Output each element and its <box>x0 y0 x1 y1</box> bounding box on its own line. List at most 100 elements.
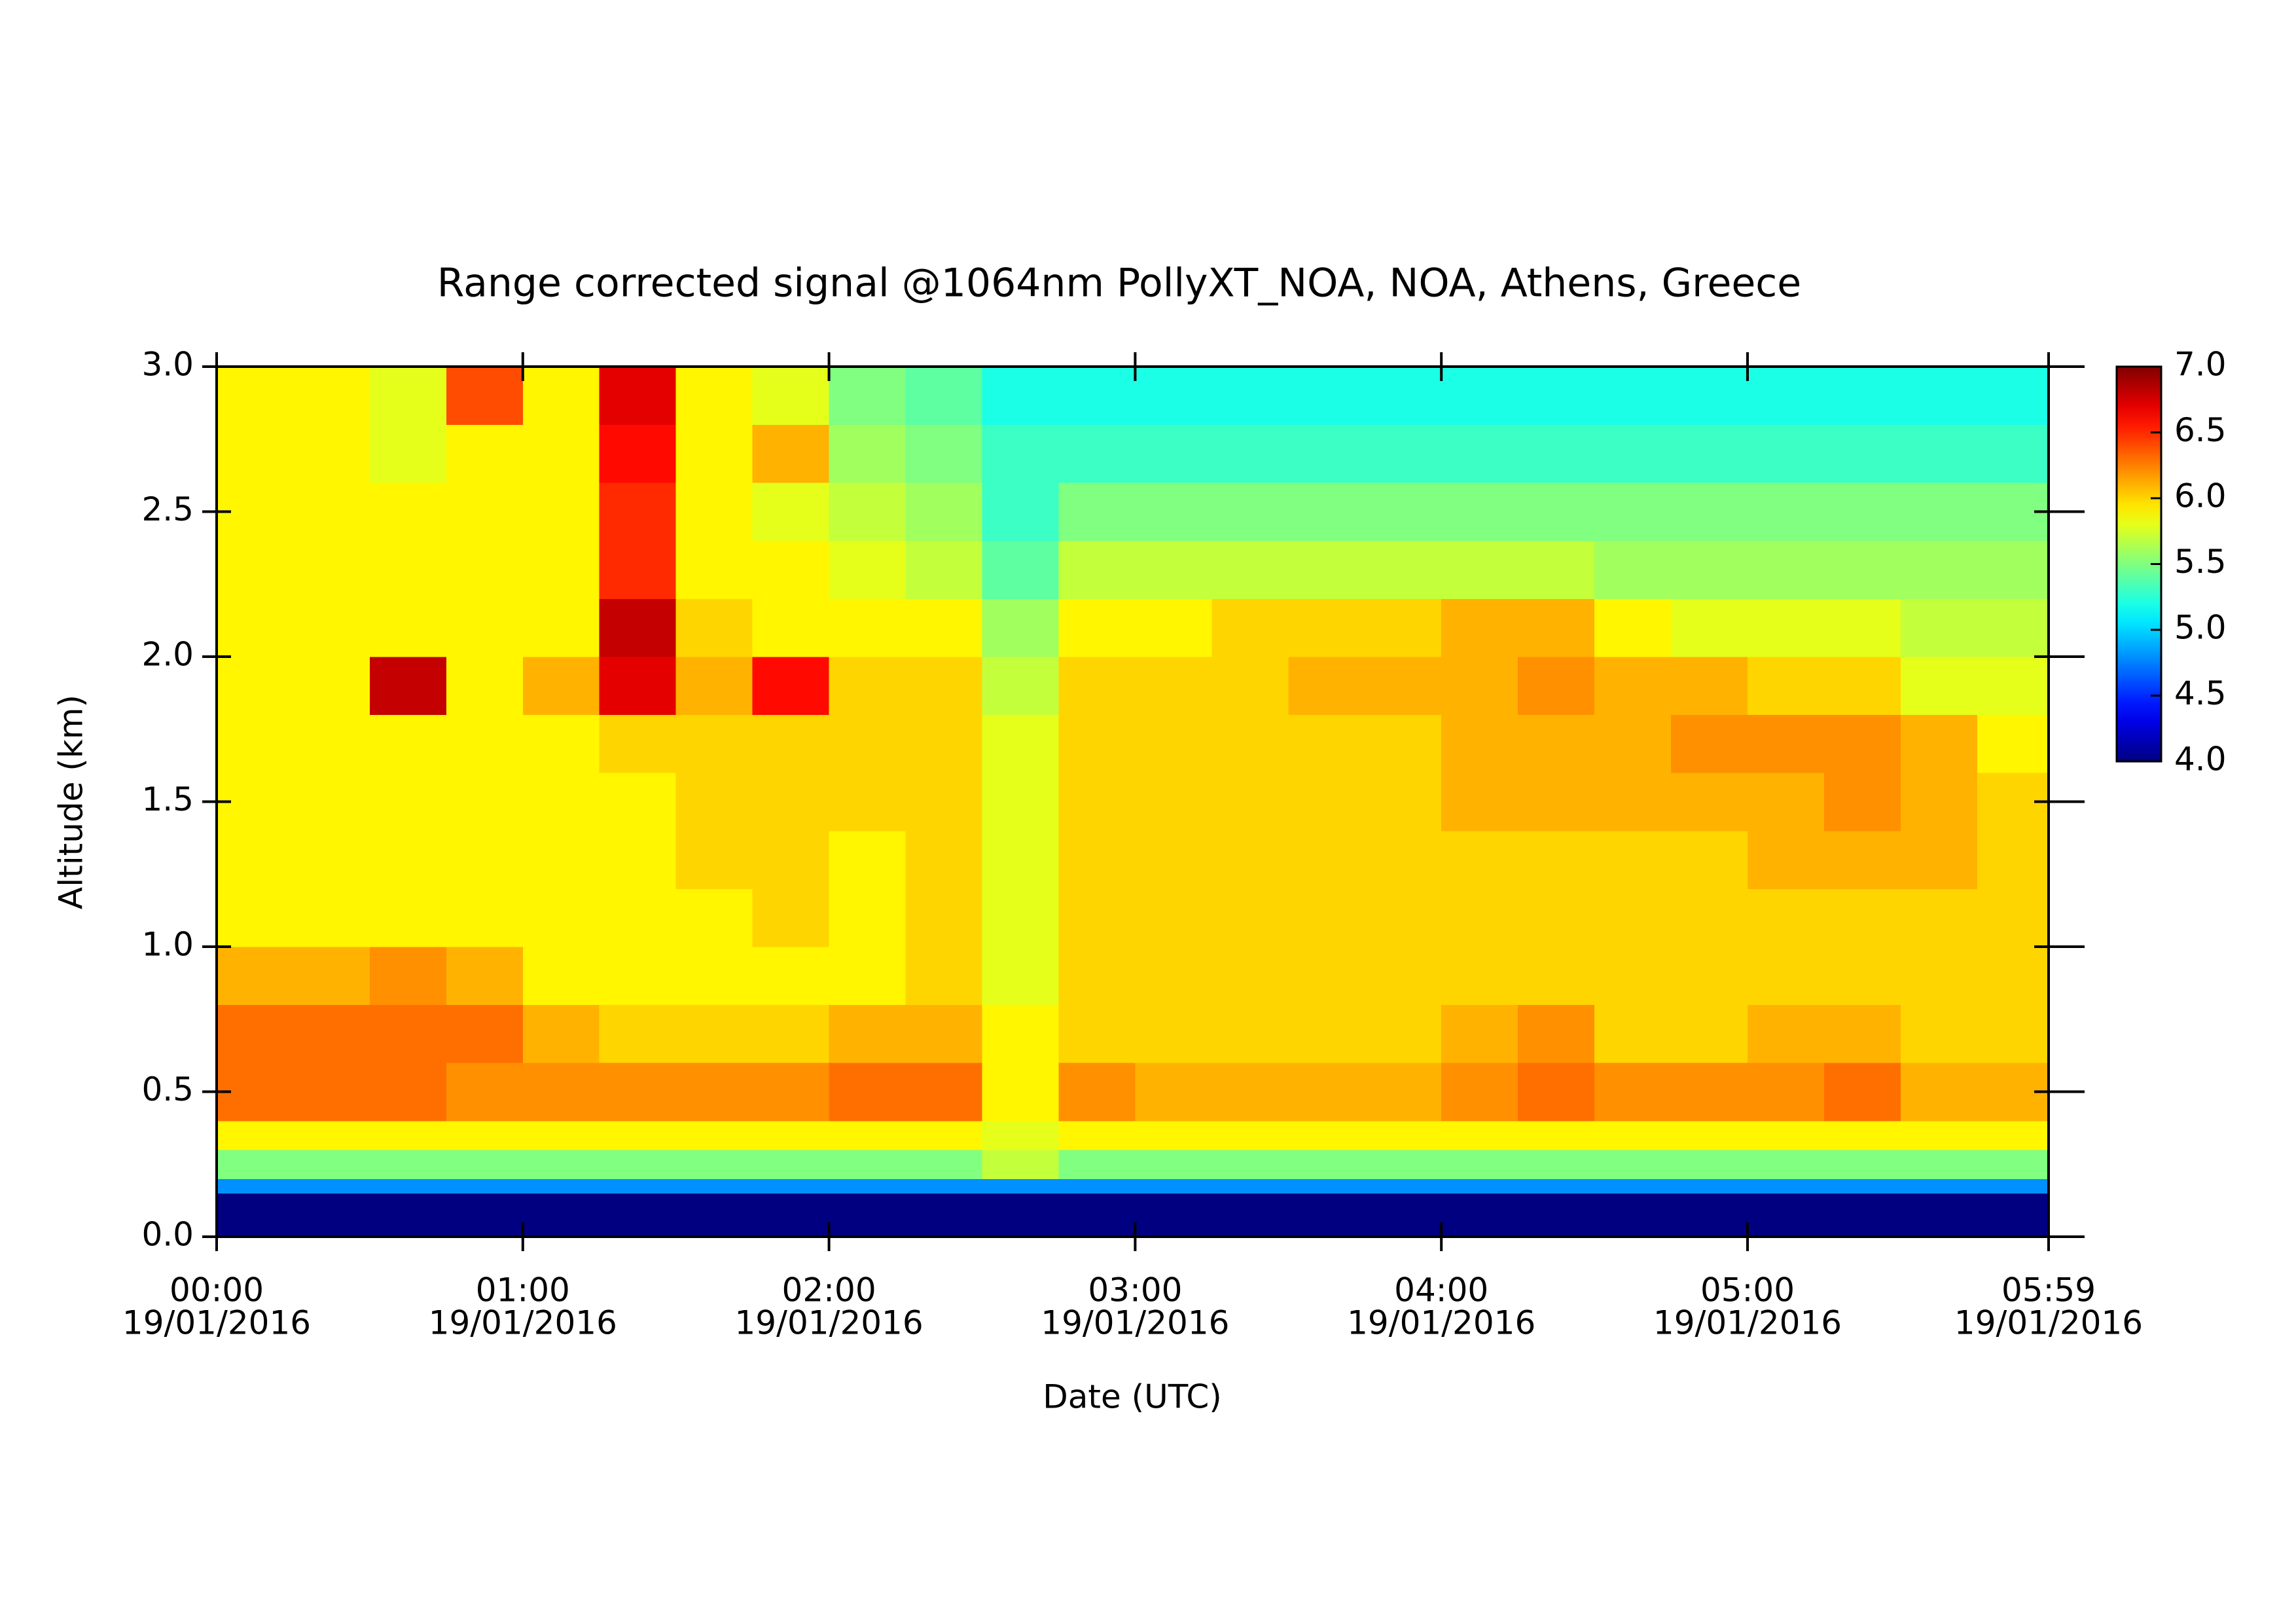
heat-cell <box>1441 1063 1518 1122</box>
heat-cell <box>982 1193 1059 1237</box>
heat-cell <box>1058 888 1136 947</box>
y-axis-title: Altitude (km) <box>52 695 90 909</box>
heat-cell <box>752 540 830 599</box>
heat-cell <box>982 1004 1059 1063</box>
heat-cell <box>905 1150 982 1179</box>
heat-cell <box>599 598 677 657</box>
heat-cell <box>1365 367 1442 426</box>
heat-cell <box>752 947 830 1006</box>
heat-cell <box>522 657 600 716</box>
heat-cell <box>1671 540 1748 599</box>
heat-cell <box>446 657 524 716</box>
heat-cell <box>829 540 906 599</box>
heat-cell <box>446 424 524 483</box>
heat-cell <box>1135 773 1212 831</box>
heat-cell <box>1365 888 1442 947</box>
heat-cell <box>829 1063 906 1122</box>
heat-cell <box>293 657 370 716</box>
heat-cell <box>1211 540 1289 599</box>
heat-cell <box>369 540 447 599</box>
heat-cell <box>829 830 906 889</box>
heat-cell <box>829 773 906 831</box>
heat-cell <box>1441 598 1518 657</box>
heat-cell <box>369 1193 447 1237</box>
x-tick-label: 03:00 <box>1088 1271 1182 1309</box>
y-tick-label: 1.5 <box>141 780 194 818</box>
heat-cell <box>1135 1120 1212 1150</box>
heat-cell <box>675 714 753 773</box>
heat-cell <box>1823 540 1901 599</box>
heat-cell <box>1058 1120 1136 1150</box>
heat-cell <box>752 483 830 541</box>
heat-cell <box>829 1120 906 1150</box>
heat-cell <box>1671 1004 1748 1063</box>
heat-cell <box>1288 1063 1365 1122</box>
heat-cell <box>1900 1193 1978 1237</box>
heat-cell <box>1211 773 1289 831</box>
heat-cell <box>446 1120 524 1150</box>
heat-cell <box>1671 1178 1748 1194</box>
heat-cell <box>1671 1063 1748 1122</box>
heat-cell <box>1288 540 1365 599</box>
heat-cell <box>905 540 982 599</box>
heat-cell <box>446 483 524 541</box>
heat-cell <box>522 1193 600 1237</box>
heat-cell <box>599 657 677 716</box>
heat-cell <box>1594 367 1672 426</box>
heat-cell <box>1288 1150 1365 1179</box>
heat-cell <box>1977 1193 2049 1237</box>
colorbar-tick-label: 4.5 <box>2174 674 2227 712</box>
heat-cell <box>905 657 982 716</box>
heat-cell <box>675 424 753 483</box>
heat-cell <box>369 1178 447 1194</box>
heat-cell <box>1977 598 2049 657</box>
heat-cell <box>982 714 1059 773</box>
heat-cell <box>1900 947 1978 1006</box>
heat-cell <box>1211 657 1289 716</box>
heat-cell <box>1823 483 1901 541</box>
heat-cell <box>1977 1004 2049 1063</box>
chart-title: Range corrected signal @1064nm PollyXT_N… <box>437 261 1801 306</box>
heat-cell <box>1365 947 1442 1006</box>
heat-cell <box>217 424 294 483</box>
heat-cell <box>1900 714 1978 773</box>
heat-cell <box>599 1004 677 1063</box>
heat-cell <box>1288 1193 1365 1237</box>
heat-cell <box>1288 657 1365 716</box>
heat-cell <box>369 714 447 773</box>
heat-cell <box>982 1150 1059 1179</box>
heat-cell <box>1135 367 1212 426</box>
heat-cell <box>369 1150 447 1179</box>
heat-cell <box>1288 1120 1365 1150</box>
heat-cell <box>1977 947 2049 1006</box>
heat-cell <box>752 657 830 716</box>
heat-cell <box>752 598 830 657</box>
heat-cell <box>369 657 447 716</box>
heat-cell <box>369 947 447 1006</box>
heat-cell <box>446 1178 524 1194</box>
heat-cell <box>522 1178 600 1194</box>
heat-cell <box>217 830 294 889</box>
heat-cell <box>1900 830 1978 889</box>
heat-cell <box>1594 1150 1672 1179</box>
heat-cell <box>599 773 677 831</box>
heat-cell <box>675 483 753 541</box>
heat-cell <box>1518 947 1595 1006</box>
heat-cell <box>293 1004 370 1063</box>
colorbar-tick-label: 5.0 <box>2174 609 2227 647</box>
heat-cell <box>1977 424 2049 483</box>
heat-cell <box>675 947 753 1006</box>
heat-cell <box>1518 830 1595 889</box>
heat-cell <box>369 367 447 426</box>
heat-cell <box>982 888 1059 947</box>
heat-cell <box>1594 714 1672 773</box>
heat-cell <box>599 888 677 947</box>
heat-cell <box>1365 1178 1442 1194</box>
heat-cell <box>1211 714 1289 773</box>
heat-cell <box>1441 540 1518 599</box>
heat-cell <box>1900 1178 1978 1194</box>
heat-cell <box>675 540 753 599</box>
heat-cell <box>1211 1178 1289 1194</box>
heat-cell <box>1594 888 1672 947</box>
